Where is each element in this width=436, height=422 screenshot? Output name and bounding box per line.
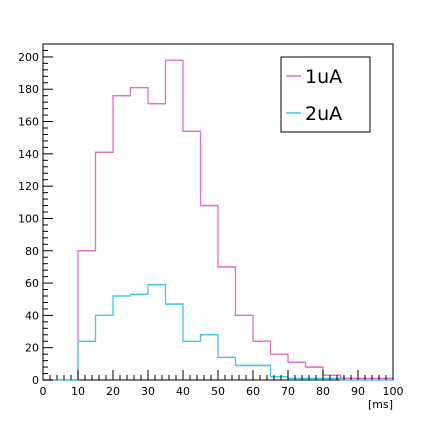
x-tick-label: 40 bbox=[176, 385, 190, 398]
y-tick-label: 40 bbox=[25, 309, 39, 322]
y-tick-label: 20 bbox=[25, 342, 39, 355]
x-tick-label: 10 bbox=[71, 385, 85, 398]
y-tick-label: 0 bbox=[32, 374, 39, 387]
y-tick-label: 200 bbox=[18, 51, 39, 64]
x-tick-label: 0 bbox=[40, 385, 47, 398]
x-tick-label: 50 bbox=[211, 385, 225, 398]
y-tick-label: 80 bbox=[25, 245, 39, 258]
x-tick-label: 60 bbox=[246, 385, 260, 398]
y-tick-label: 180 bbox=[18, 83, 39, 96]
x-tick-label: 80 bbox=[316, 385, 330, 398]
legend-label-1uA: 1uA bbox=[305, 66, 342, 88]
series-line-2uA bbox=[43, 284, 393, 381]
x-tick-label: 90 bbox=[351, 385, 365, 398]
y-tick-label: 100 bbox=[18, 212, 39, 225]
x-tick-label: 20 bbox=[106, 385, 120, 398]
axes-group: 0 10 20 30 40 50 60 70 80 90 100 0 20 40 60 80 100 120 140… bbox=[18, 43, 404, 411]
legend-label-2uA: 2uA bbox=[305, 103, 342, 125]
series-group bbox=[43, 59, 393, 381]
x-tick-label: 30 bbox=[141, 385, 155, 398]
y-tick-label: 60 bbox=[25, 277, 39, 290]
legend-box bbox=[280, 56, 371, 133]
y-tick-label: 140 bbox=[18, 148, 39, 161]
x-axis-label: [ms] bbox=[368, 398, 393, 411]
legend: 1uA 2uA bbox=[280, 56, 371, 133]
y-tick-label: 160 bbox=[18, 116, 39, 129]
y-tick-label: 120 bbox=[18, 180, 39, 193]
x-tick-label: 100 bbox=[383, 385, 404, 398]
x-tick-label: 70 bbox=[281, 385, 295, 398]
